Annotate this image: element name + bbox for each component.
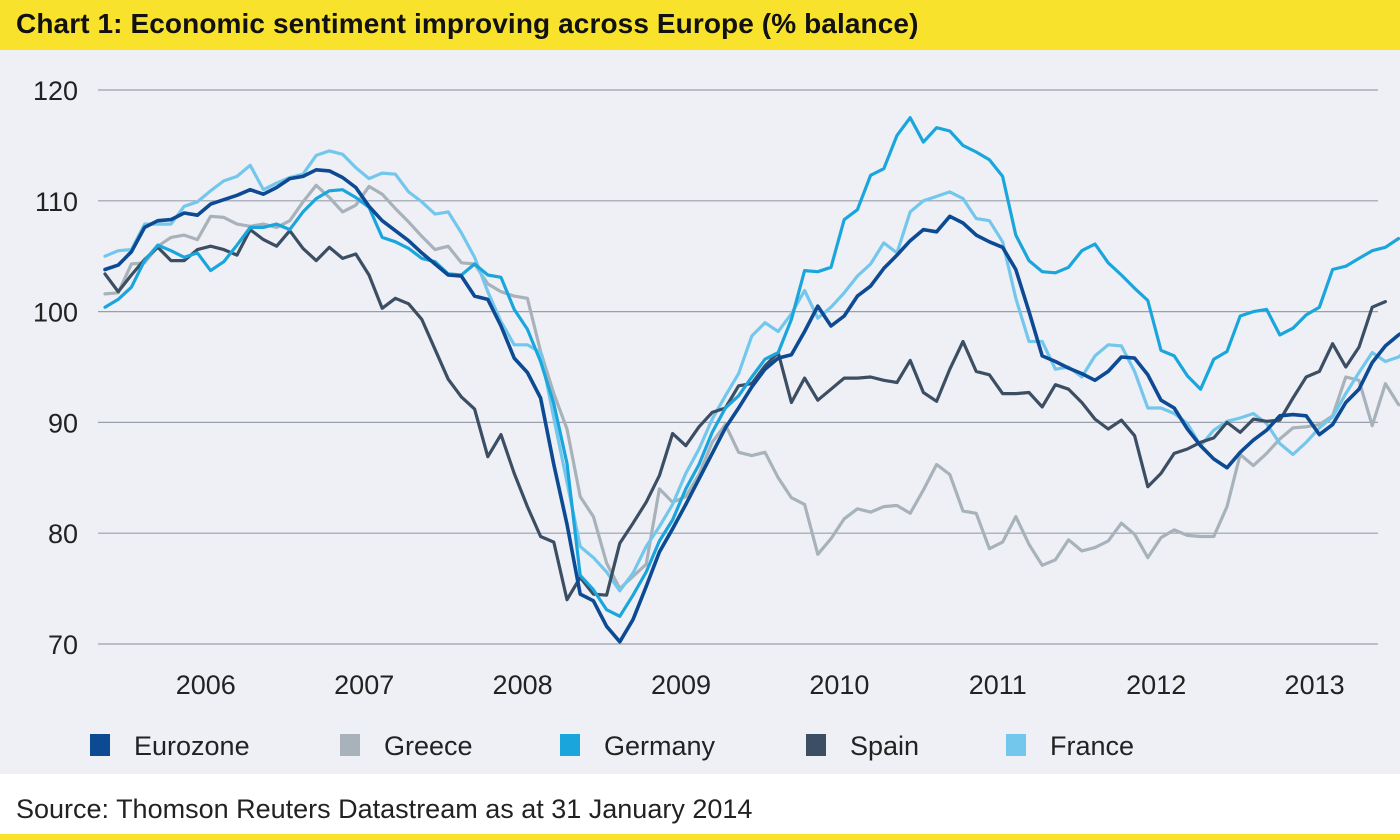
gridlines — [98, 89, 1378, 645]
bottom-rule — [0, 834, 1400, 840]
x-axis-ticks: 2006 2007 2008 2009 2010 2011 2012 2013 — [176, 670, 1345, 700]
y-tick-label: 90 — [48, 408, 78, 438]
x-tick-label: 2008 — [493, 670, 553, 700]
title-bar: Chart 1: Economic sentiment improving ac… — [0, 0, 1400, 50]
legend-item-greece: Greece — [340, 731, 473, 761]
series-line-greece — [103, 183, 1400, 591]
line-chart: 70 80 90 100 110 120 2006 2007 2008 2009 2010 2011… — [33, 76, 1400, 761]
source-note: Source: Thomson Reuters Datastream as at… — [16, 794, 753, 824]
legend-item-spain: Spain — [806, 731, 919, 761]
y-tick-label: 120 — [33, 76, 78, 106]
x-tick-label: 2007 — [334, 670, 394, 700]
legend: Eurozone Greece Germany Spain France — [90, 731, 1134, 761]
legend-swatch — [560, 734, 580, 756]
legend-item-germany: Germany — [560, 731, 716, 761]
y-tick-label: 80 — [48, 519, 78, 549]
x-tick-label: 2011 — [969, 670, 1027, 700]
legend-label: Germany — [604, 731, 716, 761]
y-tick-label: 70 — [48, 630, 78, 660]
legend-label: France — [1050, 731, 1134, 761]
x-tick-label: 2013 — [1285, 670, 1345, 700]
plot-area: 70 80 90 100 110 120 2006 2007 2008 2009 2010 2011… — [0, 50, 1400, 774]
legend-swatch — [90, 734, 110, 756]
series-line-spain — [103, 228, 1388, 602]
legend-item-eurozone: Eurozone — [90, 731, 250, 761]
legend-swatch — [340, 734, 360, 756]
x-tick-label: 2006 — [176, 670, 236, 700]
legend-swatch — [1006, 734, 1026, 756]
legend-label: Greece — [384, 731, 473, 761]
x-tick-label: 2012 — [1126, 670, 1186, 700]
series-line-eurozone — [103, 168, 1400, 644]
legend-label: Eurozone — [134, 731, 250, 761]
y-axis-ticks: 70 80 90 100 110 120 — [33, 76, 78, 660]
chart-title: Chart 1: Economic sentiment improving ac… — [16, 8, 919, 39]
x-tick-label: 2009 — [651, 670, 711, 700]
y-tick-label: 100 — [33, 298, 78, 328]
legend-label: Spain — [850, 731, 919, 761]
x-tick-label: 2010 — [809, 670, 869, 700]
series-line-germany — [103, 116, 1400, 618]
series-lines — [103, 116, 1400, 644]
y-tick-label: 110 — [35, 187, 78, 217]
legend-item-france: France — [1006, 731, 1134, 761]
source-footer: Source: Thomson Reuters Datastream as at… — [0, 774, 1400, 834]
legend-swatch — [806, 734, 826, 756]
